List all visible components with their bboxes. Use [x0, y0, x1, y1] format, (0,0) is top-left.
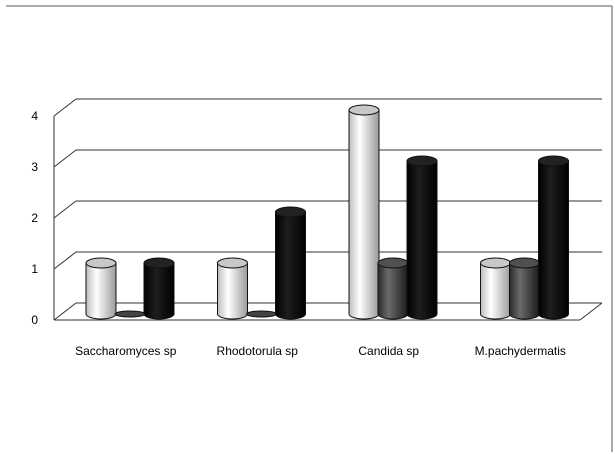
gridline-side	[53, 302, 77, 321]
bar-body	[480, 262, 511, 320]
category-label: Rhodotorula sp	[217, 344, 299, 358]
bar-body	[406, 160, 438, 320]
gridline-side	[53, 200, 77, 219]
y-tick-label: 1	[31, 262, 38, 276]
bar-top	[480, 257, 511, 269]
bar-top	[406, 155, 438, 167]
bar-top	[348, 104, 380, 116]
bar-body	[509, 262, 540, 320]
bar-1-0	[217, 257, 248, 320]
bar-top	[377, 257, 409, 269]
gridline-side	[53, 149, 77, 168]
y-tick-label: 3	[31, 160, 38, 174]
bar-top	[538, 155, 569, 167]
floor-right-edge	[579, 302, 603, 321]
bar-top	[509, 257, 540, 269]
bar-2-2	[406, 155, 438, 320]
bar-top	[275, 206, 306, 218]
y-axis: 0 1 2 3 4	[31, 109, 55, 327]
bar-body	[538, 160, 569, 320]
bar-body	[348, 109, 380, 320]
gridline-side	[53, 98, 77, 117]
bars	[85, 104, 569, 320]
y-tick-label: 2	[31, 211, 38, 225]
bar-0-0	[85, 257, 117, 320]
bar-1-1	[246, 310, 277, 318]
y-tick-label: 4	[31, 109, 38, 123]
bar-body	[143, 262, 175, 320]
bar-top	[217, 257, 248, 269]
bar-top	[143, 257, 175, 269]
bar-0-2	[143, 257, 175, 320]
category-label: M.pachydermatis	[475, 344, 566, 358]
bar-3-1	[509, 257, 540, 320]
y-tick-label: 0	[31, 313, 38, 327]
bar-2-0	[348, 104, 380, 320]
bar-3-2	[538, 155, 569, 320]
category-labels: Saccharomyces sp Rhodotorula sp Candida sp…	[75, 344, 566, 358]
bar-2-1	[377, 257, 409, 320]
bar-body	[85, 262, 117, 320]
bar-zero-disc	[246, 310, 277, 318]
bar-body	[217, 262, 248, 320]
gridline-side	[53, 251, 77, 270]
bar-3-0	[480, 257, 511, 320]
bar-zero-disc	[114, 310, 146, 318]
bar-body	[275, 211, 306, 320]
category-label: Candida sp	[358, 344, 419, 358]
category-label: Saccharomyces sp	[75, 344, 177, 358]
bar-0-1	[114, 310, 146, 318]
bar-1-2	[275, 206, 306, 320]
bar-top	[85, 257, 117, 269]
bar-body	[377, 262, 409, 320]
